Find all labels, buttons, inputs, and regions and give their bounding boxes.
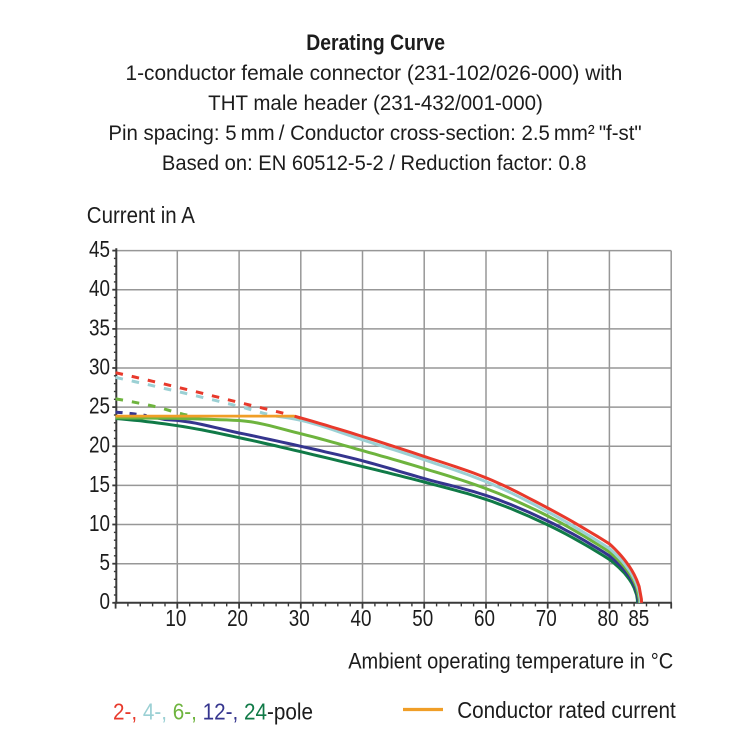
svg-text:5: 5 bbox=[100, 550, 110, 575]
svg-text:20: 20 bbox=[89, 433, 110, 458]
svg-text:1-conductor female connector (: 1-conductor female connector (231-102/02… bbox=[126, 62, 623, 85]
svg-text:70: 70 bbox=[536, 606, 557, 631]
svg-text:THT male header (231-432/001-0: THT male header (231-432/001-000) bbox=[208, 92, 543, 116]
svg-text:0: 0 bbox=[100, 590, 110, 615]
svg-text:Conductor rated current: Conductor rated current bbox=[457, 697, 676, 723]
svg-text:Based on: EN 60512-5-2 / Reduc: Based on: EN 60512-5-2 / Reduction facto… bbox=[162, 151, 587, 175]
svg-text:80: 80 bbox=[597, 606, 618, 631]
svg-text:30: 30 bbox=[89, 355, 110, 380]
svg-text:25: 25 bbox=[89, 394, 110, 419]
svg-text:Current in A: Current in A bbox=[87, 202, 196, 228]
svg-text:50: 50 bbox=[412, 606, 433, 631]
svg-text:Pin spacing: 5 mm / Conductor: Pin spacing: 5 mm / Conductor cross-sect… bbox=[108, 122, 641, 146]
svg-text:2-, 4-, 6-, 12-, 24-pole: 2-, 4-, 6-, 12-, 24-pole bbox=[113, 698, 313, 725]
svg-text:Ambient operating temperature: Ambient operating temperature in °C bbox=[348, 648, 673, 673]
svg-text:10: 10 bbox=[165, 606, 186, 631]
svg-text:60: 60 bbox=[474, 606, 495, 631]
svg-text:15: 15 bbox=[89, 472, 110, 497]
svg-text:45: 45 bbox=[89, 237, 110, 262]
svg-text:40: 40 bbox=[89, 276, 110, 301]
svg-text:20: 20 bbox=[227, 606, 248, 631]
svg-text:35: 35 bbox=[89, 316, 110, 341]
svg-text:30: 30 bbox=[289, 606, 310, 631]
svg-text:Derating Curve: Derating Curve bbox=[306, 31, 445, 55]
svg-text:10: 10 bbox=[89, 511, 110, 536]
svg-text:40: 40 bbox=[351, 606, 372, 631]
svg-text:85: 85 bbox=[628, 606, 649, 631]
